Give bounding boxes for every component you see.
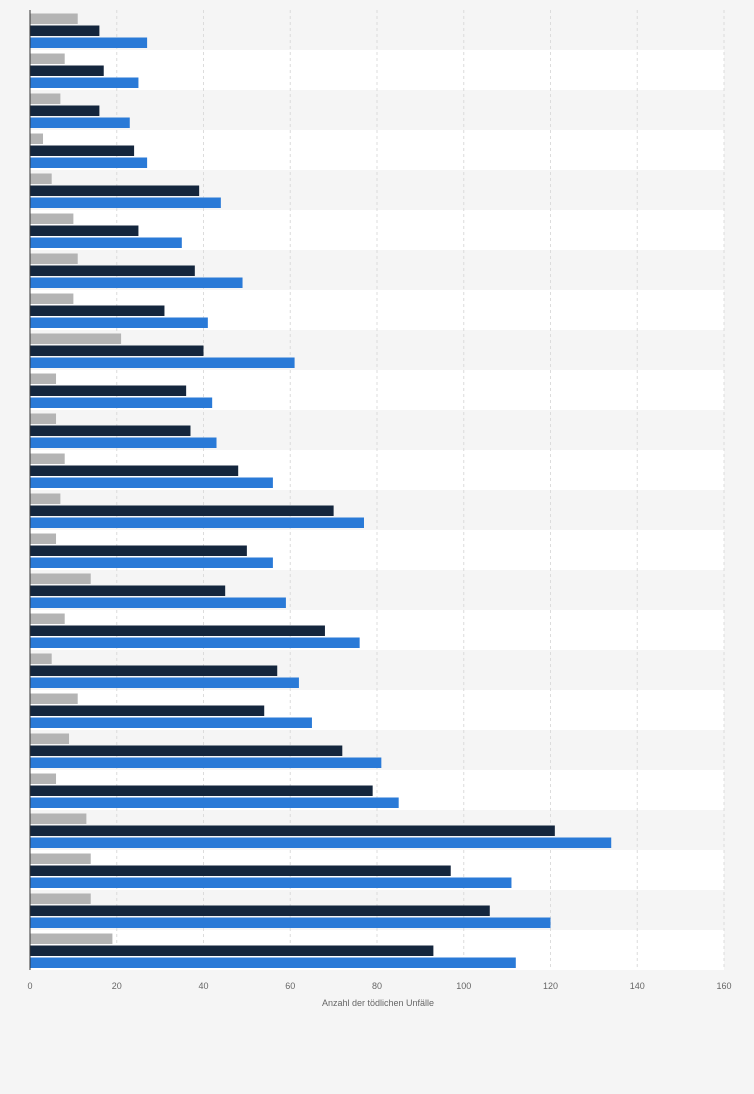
bar: [30, 837, 612, 848]
bar: [30, 293, 74, 304]
bar: [30, 333, 122, 344]
bar: [30, 677, 299, 688]
bar: [30, 597, 286, 608]
bar: [30, 397, 213, 408]
bar: [30, 465, 239, 476]
bar: [30, 277, 243, 288]
bar: [30, 517, 364, 528]
bar: [30, 573, 91, 584]
bar: [30, 493, 61, 504]
bar: [30, 157, 148, 168]
bar: [30, 213, 74, 224]
bar: [30, 265, 195, 276]
bar: [30, 13, 78, 24]
bar: [30, 185, 200, 196]
x-tick-label: 160: [716, 981, 731, 991]
bar: [30, 705, 265, 716]
bar: [30, 825, 555, 836]
bar: [30, 717, 312, 728]
bar: [30, 133, 44, 144]
bar: [30, 477, 273, 488]
bar: [30, 37, 148, 48]
x-axis-label: Anzahl der tödlichen Unfälle: [322, 998, 434, 1008]
bar: [30, 53, 65, 64]
bar: [30, 413, 57, 424]
bar: [30, 25, 100, 36]
bar: [30, 533, 57, 544]
bar: [30, 853, 91, 864]
bar: [30, 105, 100, 116]
bar: [30, 357, 295, 368]
bar: [30, 225, 139, 236]
bar: [30, 145, 135, 156]
bar: [30, 585, 226, 596]
bar: [30, 797, 399, 808]
x-tick-label: 0: [27, 981, 32, 991]
bar: [30, 773, 57, 784]
grid-lines: [116, 10, 725, 970]
bar: [30, 813, 87, 824]
bar: [30, 373, 57, 384]
bar: [30, 197, 221, 208]
x-tick-label: 120: [543, 981, 558, 991]
bar: [30, 745, 343, 756]
bar: [30, 693, 78, 704]
bar: [30, 173, 52, 184]
bar: [30, 557, 273, 568]
bar: [30, 785, 373, 796]
bar: [30, 65, 104, 76]
bar: [30, 93, 61, 104]
bar: [30, 613, 65, 624]
x-tick-labels: 0 20 40 60 80 100 120 140 160: [27, 981, 731, 991]
bar: [30, 425, 191, 436]
bar: [30, 317, 208, 328]
bar: [30, 733, 70, 744]
bar: [30, 345, 204, 356]
bar: [30, 117, 130, 128]
bar: [30, 253, 78, 264]
bar: [30, 757, 382, 768]
x-tick-label: 20: [112, 981, 122, 991]
x-tick-label: 80: [372, 981, 382, 991]
bar: [30, 505, 334, 516]
x-tick-label: 40: [198, 981, 208, 991]
bar: [30, 77, 139, 88]
bar: [30, 905, 490, 916]
bar: [30, 893, 91, 904]
bar: [30, 637, 360, 648]
bar: [30, 933, 113, 944]
bar: [30, 653, 52, 664]
bar: [30, 877, 512, 888]
bar: [30, 305, 165, 316]
bar: [30, 237, 182, 248]
bar: [30, 865, 451, 876]
bar: [30, 917, 551, 928]
bar: [30, 437, 217, 448]
bar: [30, 545, 247, 556]
bar: [30, 665, 278, 676]
bar: [30, 625, 325, 636]
bar: [30, 385, 187, 396]
bars: [30, 13, 612, 968]
bar: [30, 957, 516, 968]
x-tick-label: 100: [456, 981, 471, 991]
bar: [30, 945, 434, 956]
x-tick-label: 60: [285, 981, 295, 991]
x-tick-label: 140: [630, 981, 645, 991]
bar: [30, 453, 65, 464]
